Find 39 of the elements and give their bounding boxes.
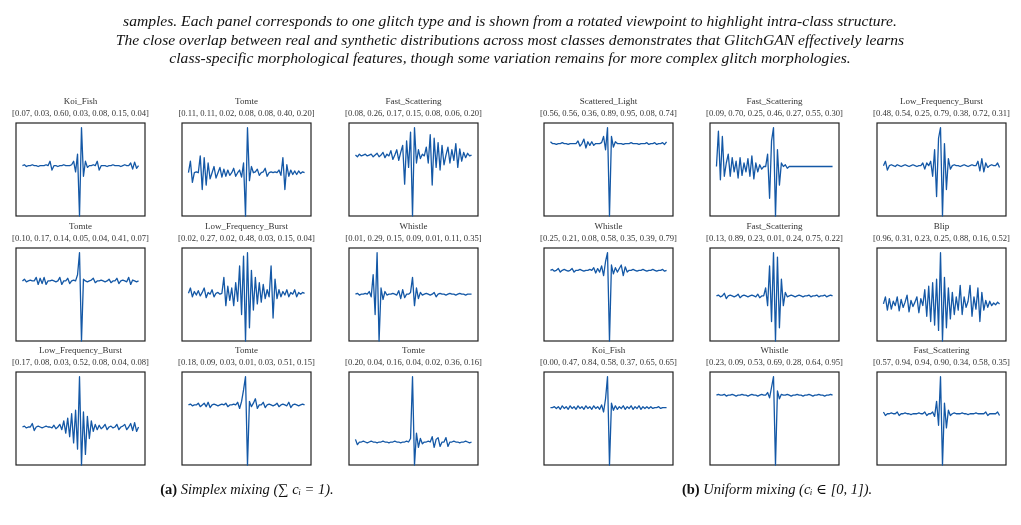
chart-title: Koi_Fish <box>63 96 98 106</box>
chart-subtitle: [0.10, 0.17, 0.14, 0.05, 0.04, 0.41, 0.07] <box>12 233 150 243</box>
chart-title: Whistle <box>399 221 428 231</box>
chart-title: Fast_Scattering <box>385 96 442 106</box>
text: (a) Simplex mixing (∑ cᵢ = 1). <box>160 481 334 498</box>
chart-subtitle: [0.25, 0.21, 0.08, 0.58, 0.35, 0.39, 0.79] <box>540 233 678 243</box>
chart-subtitle: [0.08, 0.26, 0.17, 0.15, 0.08, 0.06, 0.20] <box>345 108 483 118</box>
chart-subtitle: [0.18, 0.09, 0.03, 0.01, 0.03, 0.51, 0.15] <box>178 357 316 367</box>
chart-title: Fast_Scattering <box>746 221 803 231</box>
chart-title: Tomte <box>69 221 92 231</box>
chart-subtitle: [0.56, 0.56, 0.36, 0.89, 0.95, 0.08, 0.74] <box>540 108 678 118</box>
chart-title: Low_Frequency_Burst <box>205 221 289 231</box>
chart-subtitle: [0.07, 0.03, 0.60, 0.03, 0.08, 0.15, 0.04] <box>12 108 150 118</box>
chart-subtitle: [0.17, 0.08, 0.03, 0.52, 0.08, 0.04, 0.08] <box>12 357 150 367</box>
chart-subtitle: [0.11, 0.11, 0.02, 0.08, 0.08, 0.40, 0.20] <box>178 108 315 118</box>
chart-title: Low_Frequency_Burst <box>900 96 984 106</box>
chart-subtitle: [0.13, 0.89, 0.23, 0.01, 0.24, 0.75, 0.22] <box>706 233 844 243</box>
chart-subtitle: [0.48, 0.54, 0.25, 0.79, 0.38, 0.72, 0.31] <box>873 108 1011 118</box>
chart-title: Blip <box>933 221 950 231</box>
chart-subtitle: [0.01, 0.29, 0.15, 0.09, 0.01, 0.11, 0.35] <box>345 233 482 243</box>
text: samples. Each panel corresponds to one glitch type and is shown from a rotated viewpoint to highlight intra-class structure. The close overlap between real and synthetic distributions across most classes demonstrates that GlitchGAN effectively learns class-specific morphological features, though some variation remains for more complex glitch morphologies. <box>115 12 905 66</box>
chart-title: Fast_Scattering <box>913 345 970 355</box>
text: (b) Uniform mixing (cᵢ ∈ [0, 1]). <box>681 481 873 498</box>
chart-title: Whistle <box>594 221 623 231</box>
chart-title: Fast_Scattering <box>746 96 803 106</box>
chart-subtitle: [0.20, 0.04, 0.16, 0.04, 0.02, 0.36, 0.16] <box>345 357 483 367</box>
chart-title: Koi_Fish <box>591 345 626 355</box>
chart-subtitle: [0.23, 0.09, 0.53, 0.69, 0.28, 0.64, 0.95] <box>706 357 844 367</box>
chart-title: Low_Frequency_Burst <box>39 345 123 355</box>
chart-title: Whistle <box>760 345 789 355</box>
chart-subtitle: [0.09, 0.70, 0.25, 0.46, 0.27, 0.55, 0.30] <box>706 108 844 118</box>
chart-subtitle: [0.96, 0.31, 0.23, 0.25, 0.88, 0.16, 0.52] <box>873 233 1011 243</box>
chart-subtitle: [0.00, 0.47, 0.84, 0.58, 0.37, 0.65, 0.65] <box>540 357 678 367</box>
chart-title: Tomte <box>235 345 258 355</box>
chart-subtitle: [0.02, 0.27, 0.02, 0.48, 0.03, 0.15, 0.04] <box>178 233 316 243</box>
chart-title: Tomte <box>402 345 425 355</box>
chart-title: Scattered_Light <box>579 96 638 106</box>
chart-title: Tomte <box>235 96 258 106</box>
chart-subtitle: [0.57, 0.94, 0.94, 0.90, 0.34, 0.58, 0.35] <box>873 357 1011 367</box>
